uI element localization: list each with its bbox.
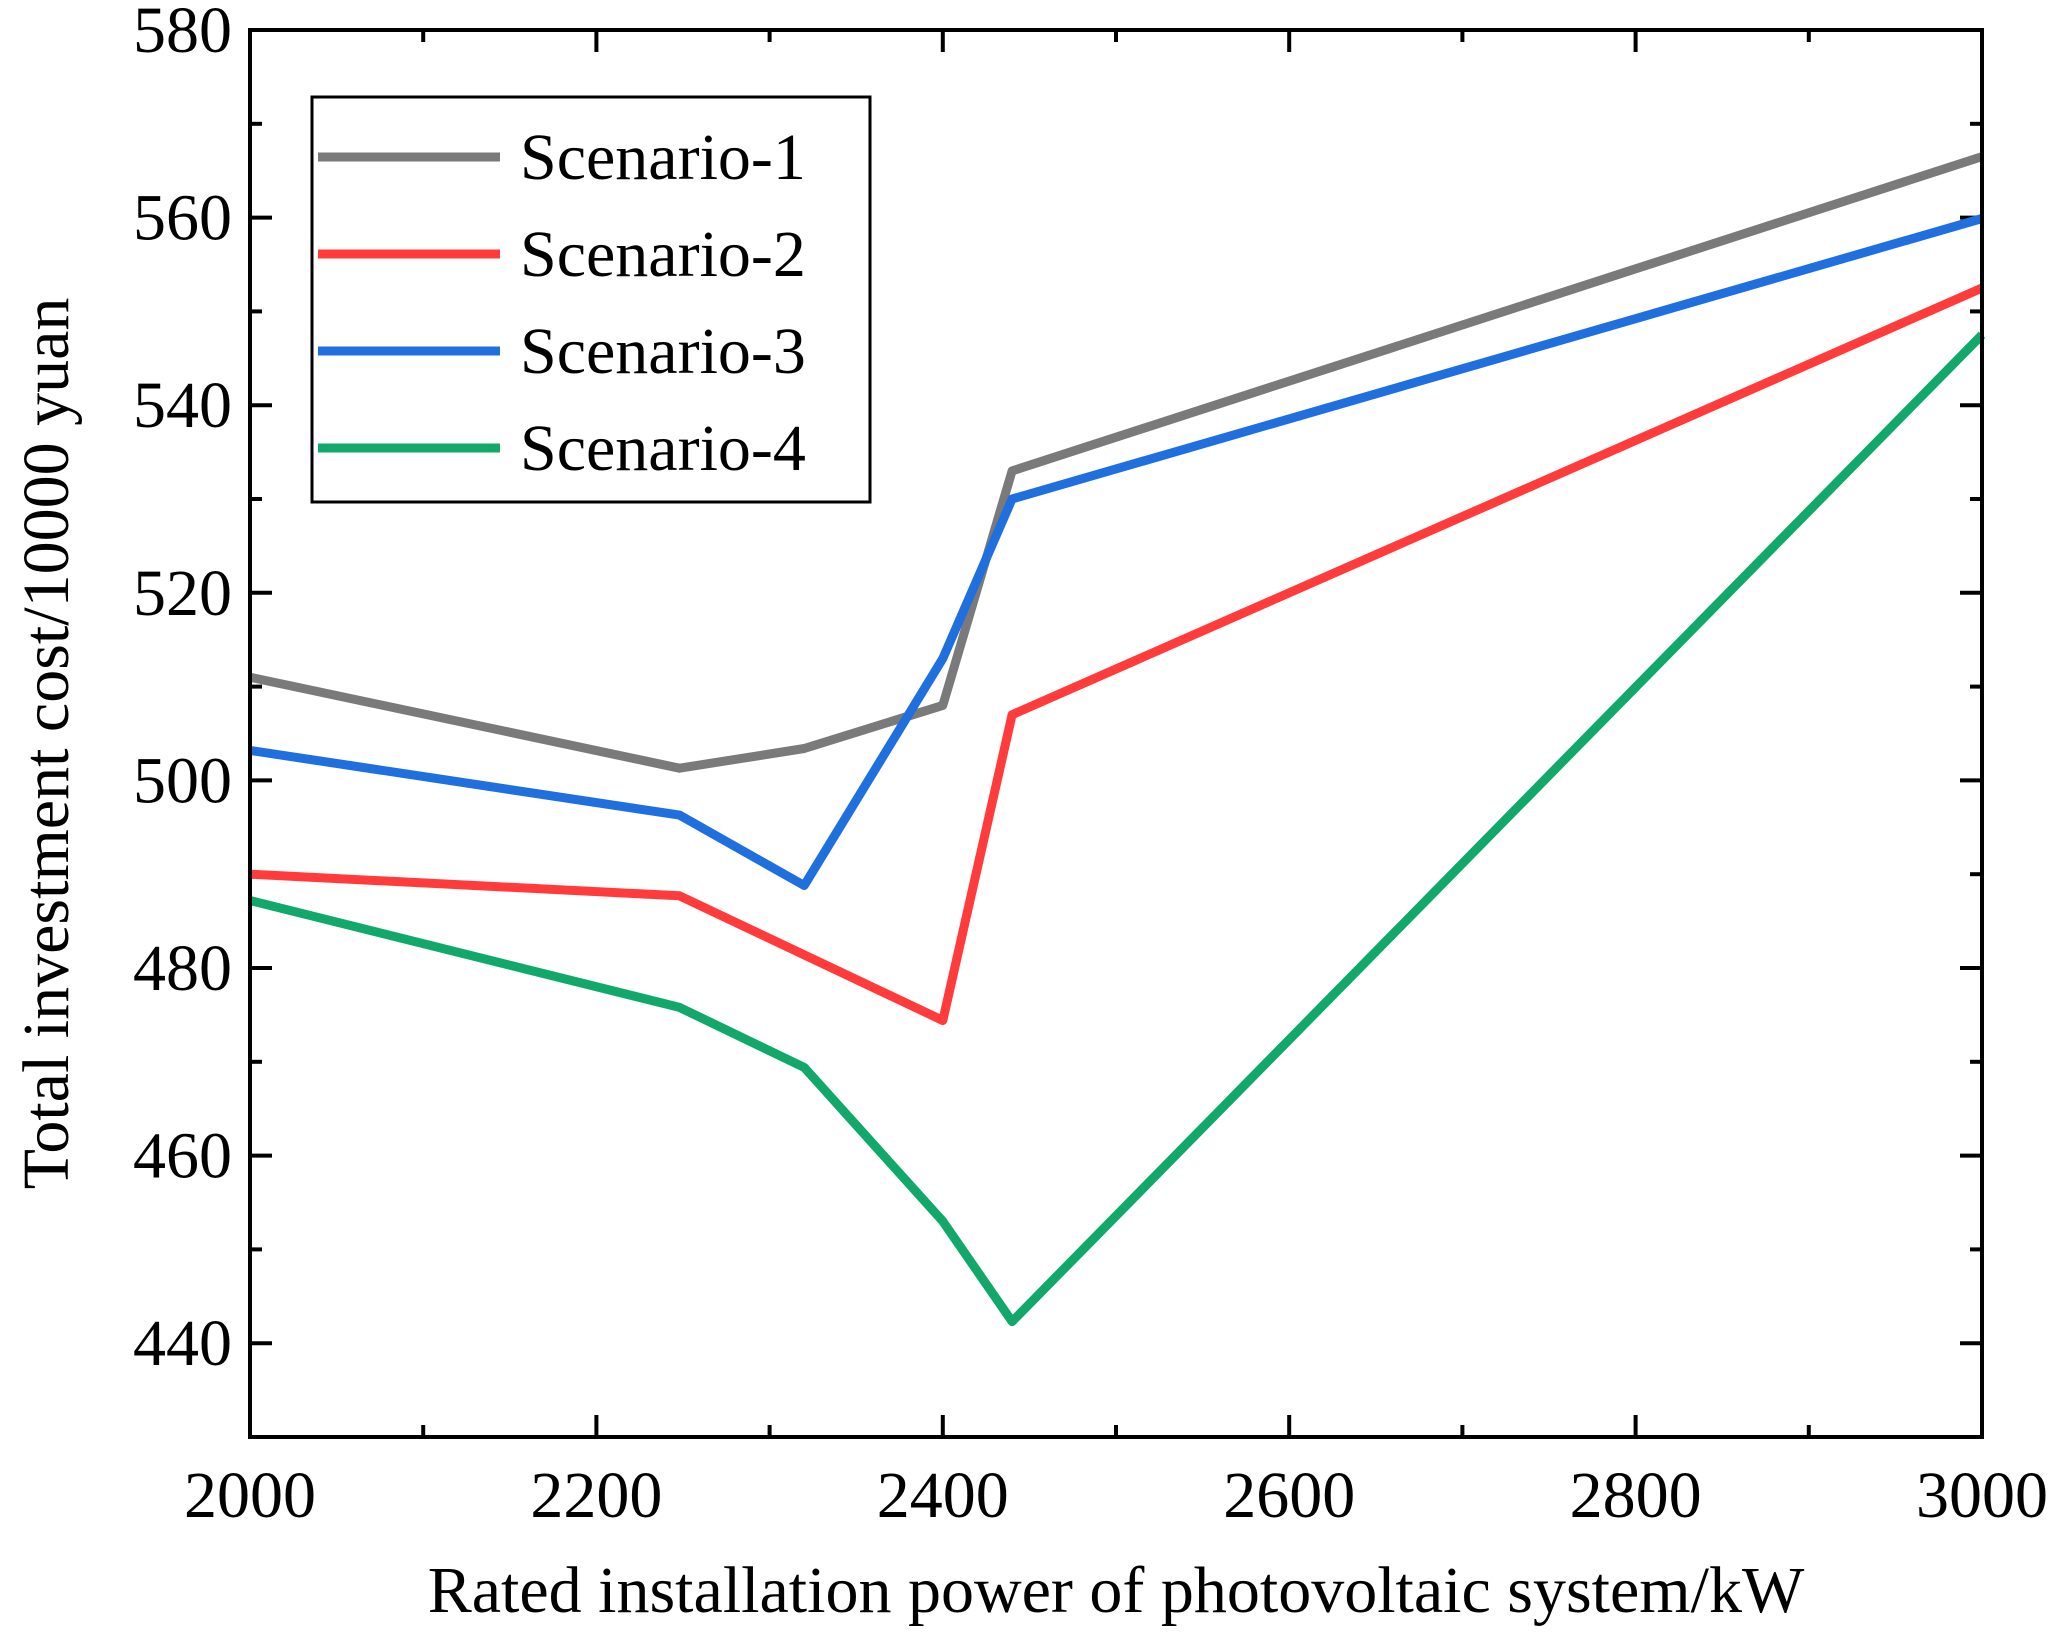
x-axis-label: Rated installation power of photovoltaic… bbox=[428, 1554, 1805, 1627]
y-tick-label: 460 bbox=[133, 1120, 232, 1193]
series-line-scenario-3 bbox=[249, 214, 1984, 890]
x-tick-label: 3000 bbox=[1916, 1459, 2048, 1532]
legend-label-scenario-3: Scenario-3 bbox=[520, 315, 806, 388]
x-tick-label: 2200 bbox=[530, 1459, 662, 1532]
x-tick-label: 2600 bbox=[1223, 1459, 1355, 1532]
legend-label-scenario-2: Scenario-2 bbox=[520, 218, 806, 291]
tick-labels: 2000 2200 2400 2600 2800 3000 440 460 480 500 520 5… bbox=[133, 0, 2048, 1532]
plot-frame bbox=[248, 28, 1984, 1439]
legend-label-scenario-1: Scenario-1 bbox=[520, 121, 806, 194]
y-tick-label: 540 bbox=[133, 369, 232, 442]
y-tick-label: 440 bbox=[133, 1307, 232, 1380]
y-tick-label: 500 bbox=[133, 744, 232, 817]
legend-box bbox=[310, 95, 872, 504]
series-lines bbox=[248, 152, 1986, 1327]
series-line-scenario-4 bbox=[248, 331, 1986, 1327]
y-tick-label: 560 bbox=[133, 182, 232, 255]
series-line-scenario-1 bbox=[249, 152, 1984, 773]
y-tick-label: 580 bbox=[133, 0, 232, 67]
x-tick-label: 2400 bbox=[877, 1459, 1009, 1532]
y-tick-label: 480 bbox=[133, 932, 232, 1005]
y-axis-label: Total investment cost/10000 yuan bbox=[10, 298, 83, 1190]
legend-label-scenario-4: Scenario-4 bbox=[520, 412, 806, 485]
y-tick-label: 520 bbox=[133, 557, 232, 630]
series-line-scenario-2 bbox=[249, 283, 1984, 1025]
legend: Scenario-1 Scenario-2 Scenario-3 Scenario-4 bbox=[310, 95, 872, 504]
x-tick-label: 2000 bbox=[184, 1459, 316, 1532]
x-tick-label: 2800 bbox=[1570, 1459, 1702, 1532]
